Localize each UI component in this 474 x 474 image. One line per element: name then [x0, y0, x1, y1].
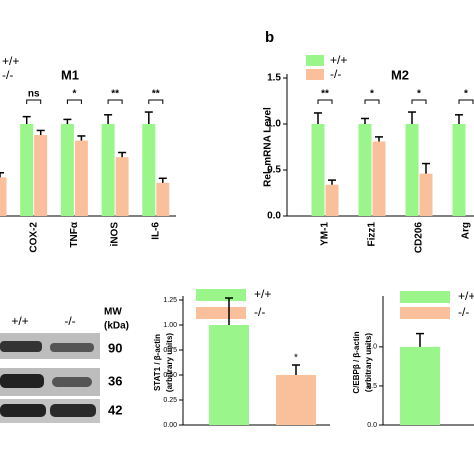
legend-label: -/- [330, 67, 341, 81]
blot-band [0, 341, 42, 352]
legend-swatch [400, 291, 450, 303]
significance: ** [321, 89, 329, 100]
y-tick-label: 0.5 [367, 383, 377, 390]
significance: * [72, 89, 76, 100]
sig-bracket [66, 99, 82, 104]
y-tick-label: 0.0 [267, 211, 281, 222]
x-tick-label: iNOS [110, 222, 121, 247]
y-tick-label: 0.50 [163, 372, 177, 379]
significance: ** [152, 89, 160, 100]
y-tick-label: 1.25 [163, 297, 177, 304]
bar [405, 124, 419, 216]
legend-swatch [306, 69, 324, 80]
bar [276, 375, 316, 425]
blot-band [50, 343, 94, 352]
bar [20, 124, 34, 216]
legend-label: +/+ [330, 53, 347, 67]
bar [0, 177, 7, 216]
legend-label: +/+ [458, 289, 474, 303]
blot-band [52, 377, 92, 387]
significance: * [294, 353, 298, 364]
significance: ** [111, 89, 119, 100]
x-tick-label: COX-2 [28, 222, 39, 253]
legend-label: -/- [254, 305, 265, 319]
chart-title: M1 [61, 67, 79, 82]
y-axis-label: (arbitrary units) [165, 333, 174, 392]
x-tick-label: CD206 [414, 222, 425, 254]
legend-swatch [400, 307, 450, 319]
bar [142, 124, 156, 216]
y-axis-label: Rel. mRNA Level [263, 107, 274, 187]
y-axis-label: STAT1 / β-actin [153, 334, 162, 391]
x-tick-label: YM-1 [320, 222, 331, 246]
legend-label: -/- [458, 305, 469, 319]
bar [115, 157, 129, 216]
y-tick-label: 1.0 [267, 119, 281, 130]
bar [60, 124, 74, 216]
bar [74, 140, 88, 216]
blot-band [0, 374, 44, 388]
x-tick-label: TNFα [69, 221, 80, 247]
mw-header: (kDa) [104, 321, 129, 332]
legend-swatch [306, 55, 324, 66]
lane-label: -/- [64, 314, 75, 328]
significance: * [370, 89, 374, 100]
blot-band [50, 404, 96, 417]
bar [34, 135, 48, 216]
significance: * [417, 89, 421, 100]
bar [209, 325, 249, 425]
chart-title: M2 [391, 67, 409, 82]
bar [419, 173, 433, 216]
blot-band [0, 404, 46, 417]
x-tick-label: Arg [461, 222, 472, 239]
bar [358, 124, 372, 216]
mw-marker: 90 [108, 340, 122, 355]
bar [452, 124, 466, 216]
y-tick-label: 0.5 [267, 165, 281, 176]
y-tick-label: 0.25 [163, 397, 177, 404]
mw-marker: 42 [108, 402, 122, 417]
x-tick-label: IL-6 [150, 222, 161, 240]
sig-bracket [458, 99, 474, 104]
sig-bracket [411, 99, 427, 104]
y-tick-label: 0.0 [367, 422, 377, 429]
y-tick-label: 1.5 [267, 73, 281, 84]
legend-swatch [196, 289, 246, 301]
bar [101, 124, 115, 216]
sig-bracket [148, 99, 164, 104]
significance: * [464, 89, 468, 100]
legend-swatch [196, 307, 246, 319]
y-axis-label: C/EBPβ / β-actin [352, 331, 361, 393]
y-tick-label: 0.00 [163, 422, 177, 429]
legend-label: +/+ [254, 287, 271, 301]
panel-letter: b [265, 29, 274, 46]
bar [156, 182, 170, 216]
legend-label: -/- [2, 68, 13, 82]
y-tick-label: 1.00 [163, 322, 177, 329]
bar [400, 346, 440, 425]
y-tick-label: 0.75 [163, 347, 177, 354]
bar [372, 141, 386, 216]
sig-bracket [364, 99, 380, 104]
bar [311, 124, 325, 216]
sig-bracket [26, 99, 42, 104]
y-tick-label: 1.0 [367, 344, 377, 351]
lane-label: +/+ [11, 314, 28, 328]
sig-bracket [107, 99, 123, 104]
bar [325, 184, 339, 216]
legend-label: +/+ [2, 54, 19, 68]
mw-marker: 36 [108, 373, 122, 388]
x-tick-label: Fizz1 [367, 222, 378, 247]
mw-header: MW [104, 307, 122, 318]
significance: ns [28, 89, 40, 100]
sig-bracket [317, 99, 333, 104]
y-axis-label: (arbitrary units) [364, 333, 373, 392]
